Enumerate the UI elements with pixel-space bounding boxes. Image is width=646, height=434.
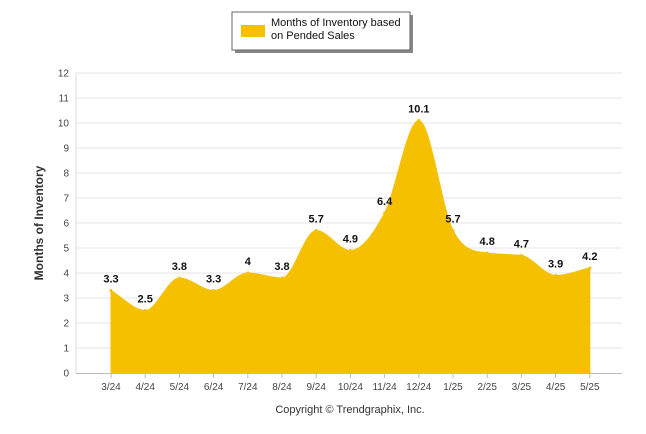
data-point bbox=[383, 211, 387, 215]
data-label: 6.4 bbox=[377, 196, 393, 208]
data-label: 3.3 bbox=[103, 274, 118, 286]
data-point bbox=[417, 119, 421, 122]
data-point bbox=[451, 229, 455, 232]
x-tick-label: 5/24 bbox=[170, 382, 190, 393]
y-tick-label: 3 bbox=[63, 294, 69, 305]
x-tick-label: 2/25 bbox=[477, 382, 497, 393]
x-tick-label: 9/24 bbox=[306, 382, 326, 393]
data-point bbox=[348, 249, 352, 252]
y-tick-label: 1 bbox=[63, 344, 69, 355]
data-label: 2.5 bbox=[138, 294, 153, 306]
x-tick-label: 4/24 bbox=[135, 382, 155, 393]
y-tick-label: 6 bbox=[63, 219, 69, 230]
data-point bbox=[314, 229, 318, 232]
x-tick-label: 5/25 bbox=[580, 382, 600, 393]
x-tick-label: 1/25 bbox=[443, 382, 463, 393]
legend-swatch bbox=[241, 25, 265, 37]
copyright-credit: Copyright © Trendgraphix, Inc. bbox=[275, 404, 424, 416]
x-tick-label: 11/24 bbox=[372, 382, 397, 393]
data-point bbox=[554, 274, 558, 277]
data-point bbox=[143, 309, 147, 312]
data-point bbox=[177, 276, 181, 280]
y-tick-label: 10 bbox=[58, 119, 70, 130]
data-label: 3.8 bbox=[274, 261, 289, 273]
x-tick-label: 7/24 bbox=[238, 382, 258, 393]
data-label: 4.9 bbox=[343, 234, 358, 246]
y-tick-label: 0 bbox=[63, 369, 69, 380]
data-point bbox=[519, 254, 523, 257]
y-tick-label: 8 bbox=[63, 169, 69, 180]
data-point bbox=[109, 289, 113, 292]
data-label: 4.8 bbox=[480, 236, 495, 248]
area-series bbox=[109, 119, 592, 374]
x-tick-label: 3/25 bbox=[512, 382, 532, 393]
y-tick-label: 5 bbox=[63, 244, 69, 255]
data-point bbox=[485, 251, 489, 255]
data-label: 3.8 bbox=[172, 261, 187, 273]
y-tick-label: 9 bbox=[63, 144, 69, 155]
x-axis bbox=[75, 73, 622, 378]
y-tick-label: 4 bbox=[63, 269, 69, 280]
legend: Months of Inventory based on Pended Sale… bbox=[231, 11, 413, 53]
y-tick-label: 11 bbox=[59, 94, 70, 105]
x-tick-label: 10/24 bbox=[338, 382, 363, 393]
data-label: 3.9 bbox=[548, 259, 563, 271]
y-tick-label: 12 bbox=[58, 69, 70, 80]
data-label: 3.3 bbox=[206, 274, 221, 286]
y-tick-label: 2 bbox=[63, 319, 69, 330]
data-labels: 3.3 2.5 3.8 3.3 4 3.8 5.7 4.9 6.4 10.1 5.7 4.8 4.7 3.… bbox=[103, 104, 597, 306]
data-label: 4.7 bbox=[514, 239, 529, 251]
data-point bbox=[280, 276, 284, 280]
area-fill bbox=[110, 119, 591, 374]
legend-label-line1: Months of Inventory based bbox=[271, 17, 401, 29]
y-axis-title: Months of Inventory bbox=[32, 165, 46, 280]
legend-label-line2: on Pended Sales bbox=[271, 30, 355, 42]
x-tick-label: 6/24 bbox=[204, 382, 224, 393]
data-point bbox=[212, 289, 216, 292]
data-point bbox=[588, 266, 592, 270]
x-tick-label: 12/24 bbox=[406, 382, 431, 393]
data-label: 4.2 bbox=[582, 251, 597, 263]
x-tick-label: 4/25 bbox=[546, 382, 566, 393]
x-tick-label: 3/24 bbox=[101, 382, 121, 393]
data-point bbox=[246, 271, 250, 275]
data-label: 5.7 bbox=[445, 214, 460, 226]
data-label: 4 bbox=[245, 256, 252, 268]
y-tick-label: 7 bbox=[63, 194, 69, 205]
x-tick-label: 8/24 bbox=[272, 382, 292, 393]
x-axis-ticks: 3/24 4/24 5/24 6/24 7/24 8/24 9/24 10/24 11/24 12… bbox=[101, 382, 600, 393]
data-label: 10.1 bbox=[408, 104, 429, 116]
data-label: 5.7 bbox=[309, 214, 324, 226]
